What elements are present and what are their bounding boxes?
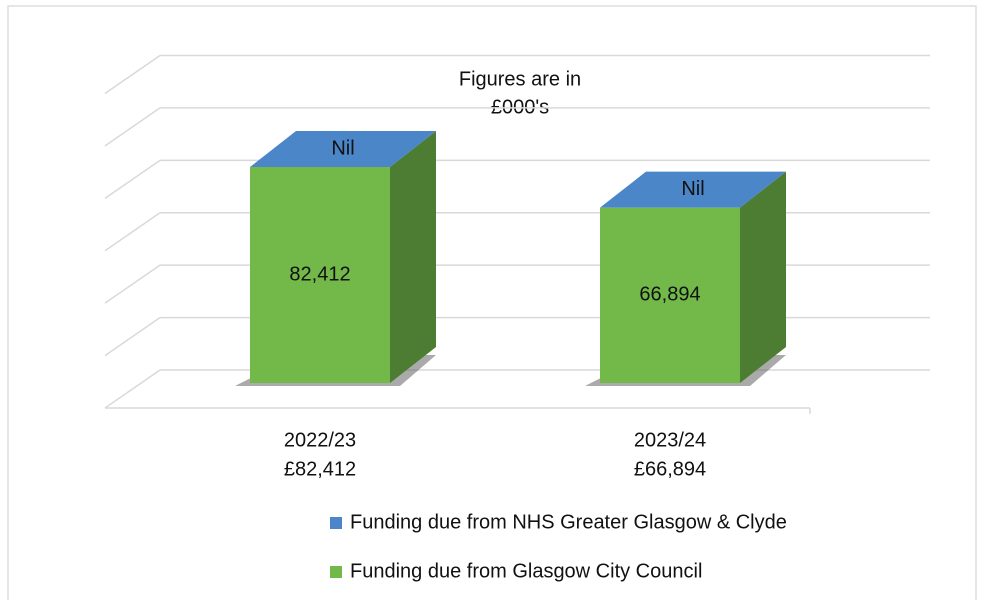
grid-line: [104, 159, 161, 199]
bar-side-shade: [390, 131, 436, 383]
chart-frame: [7, 5, 977, 600]
bar-side: [740, 171, 786, 383]
x-tick-sublabel: £82,412: [284, 458, 356, 480]
bar-side: [390, 131, 436, 383]
grid-line: [104, 54, 161, 95]
legend-swatch: [330, 566, 342, 578]
legend-swatch: [330, 517, 342, 529]
data-label: Nil: [331, 137, 354, 159]
annotation: Figures are in: [459, 68, 581, 90]
grid-line: [104, 107, 161, 147]
bar-front: [600, 207, 740, 383]
legend-label: Funding due from Glasgow City Council: [350, 560, 702, 582]
data-label: 82,412: [289, 263, 350, 285]
legend-label: Funding due from NHS Greater Glasgow & C…: [350, 511, 787, 533]
bar-front: [250, 167, 390, 383]
grid-line: [104, 212, 161, 252]
x-tick-label: 2022/23: [284, 429, 356, 451]
data-label: 66,894: [639, 284, 700, 306]
data-label: Nil: [681, 178, 704, 200]
x-tick-label: 2023/24: [634, 429, 706, 451]
x-tick-sublabel: £66,894: [634, 458, 706, 480]
grid-line: [104, 316, 161, 357]
bar-top: [600, 171, 786, 208]
grid-line: [104, 264, 161, 304]
bar-top: [250, 131, 436, 167]
bar-side-shade: [740, 171, 786, 383]
grid-line: [104, 369, 161, 409]
